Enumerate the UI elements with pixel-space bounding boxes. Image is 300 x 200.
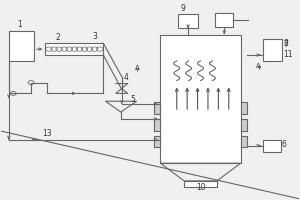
- Text: 11: 11: [283, 50, 293, 59]
- Text: 5: 5: [131, 95, 136, 104]
- Text: 6: 6: [282, 140, 286, 149]
- Bar: [154, 136, 160, 147]
- Bar: [263, 140, 281, 152]
- Text: 8: 8: [283, 39, 288, 48]
- Text: 13: 13: [42, 129, 52, 138]
- Text: 9: 9: [181, 4, 185, 13]
- Text: 10: 10: [196, 183, 206, 192]
- Bar: [241, 119, 247, 131]
- Bar: [184, 181, 217, 187]
- Bar: [154, 102, 160, 114]
- Bar: [45, 43, 103, 55]
- Bar: [241, 102, 247, 114]
- Bar: [241, 136, 247, 147]
- Bar: [154, 119, 160, 131]
- Text: 1: 1: [17, 20, 22, 29]
- Text: A: A: [256, 63, 261, 69]
- Bar: [160, 35, 241, 163]
- Text: 4: 4: [124, 73, 129, 82]
- Text: 2: 2: [56, 33, 60, 42]
- Text: 7: 7: [283, 40, 288, 49]
- Bar: [9, 31, 34, 61]
- Text: 3: 3: [93, 32, 98, 41]
- Bar: [263, 39, 282, 61]
- Bar: [178, 14, 198, 28]
- Text: A: A: [134, 65, 139, 71]
- Bar: [215, 13, 233, 27]
